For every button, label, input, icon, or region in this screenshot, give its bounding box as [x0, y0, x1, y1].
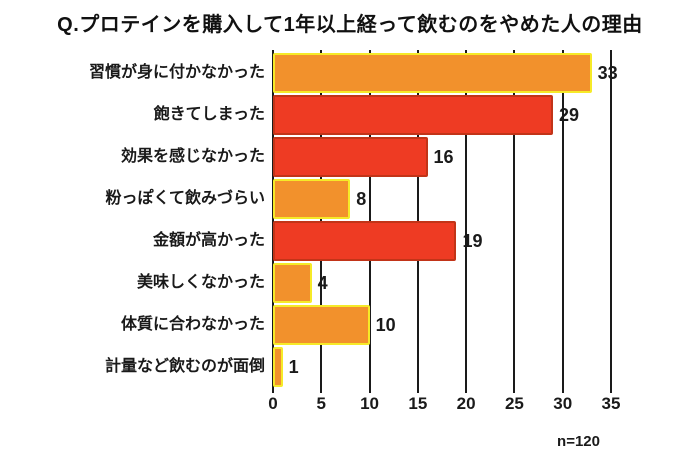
- chart-title: Q.プロテインを購入して1年以上経って飲むのをやめた人の理由: [57, 14, 643, 36]
- x-tick-label: 10: [360, 394, 380, 413]
- category-label: 体質に合わなかった: [120, 316, 265, 333]
- bar: [273, 305, 370, 345]
- x-tick-label: 5: [316, 394, 327, 413]
- bar: [273, 347, 283, 387]
- category-label: 効果を感じなかった: [120, 148, 265, 165]
- x-tick-label: 20: [456, 394, 476, 413]
- value-label: 1: [288, 357, 299, 377]
- category-label: 計量など飲むのが面倒: [104, 358, 265, 375]
- value-label: 16: [433, 147, 454, 167]
- category-label: 習慣が身に付かなかった: [88, 64, 265, 81]
- value-label: 10: [375, 315, 396, 335]
- bar: [273, 263, 312, 303]
- category-label: 金額が高かった: [152, 232, 265, 249]
- bar: [273, 221, 457, 261]
- value-label: 19: [462, 231, 483, 251]
- value-label: 33: [597, 63, 618, 83]
- gridline: [465, 50, 468, 393]
- value-label: 4: [317, 273, 328, 293]
- category-label: 美味しくなかった: [136, 274, 265, 291]
- category-label: 粉っぽくて飲みづらい: [105, 190, 265, 207]
- sample-size-note: n=120: [557, 433, 600, 450]
- x-tick-label: 25: [504, 394, 524, 413]
- gridline: [609, 50, 612, 393]
- bar: [273, 53, 592, 93]
- bar: [273, 179, 351, 219]
- bar: [273, 137, 428, 177]
- x-tick-label: 35: [601, 394, 621, 413]
- bar: [273, 95, 554, 135]
- gridline: [513, 50, 516, 393]
- x-tick-label: 15: [408, 394, 428, 413]
- x-tick-label: 0: [268, 394, 278, 413]
- value-label: 29: [559, 105, 580, 125]
- category-label: 飽きてしまった: [153, 106, 265, 123]
- value-label: 8: [356, 189, 367, 209]
- gridline: [561, 50, 564, 393]
- x-tick-label: 30: [553, 394, 573, 413]
